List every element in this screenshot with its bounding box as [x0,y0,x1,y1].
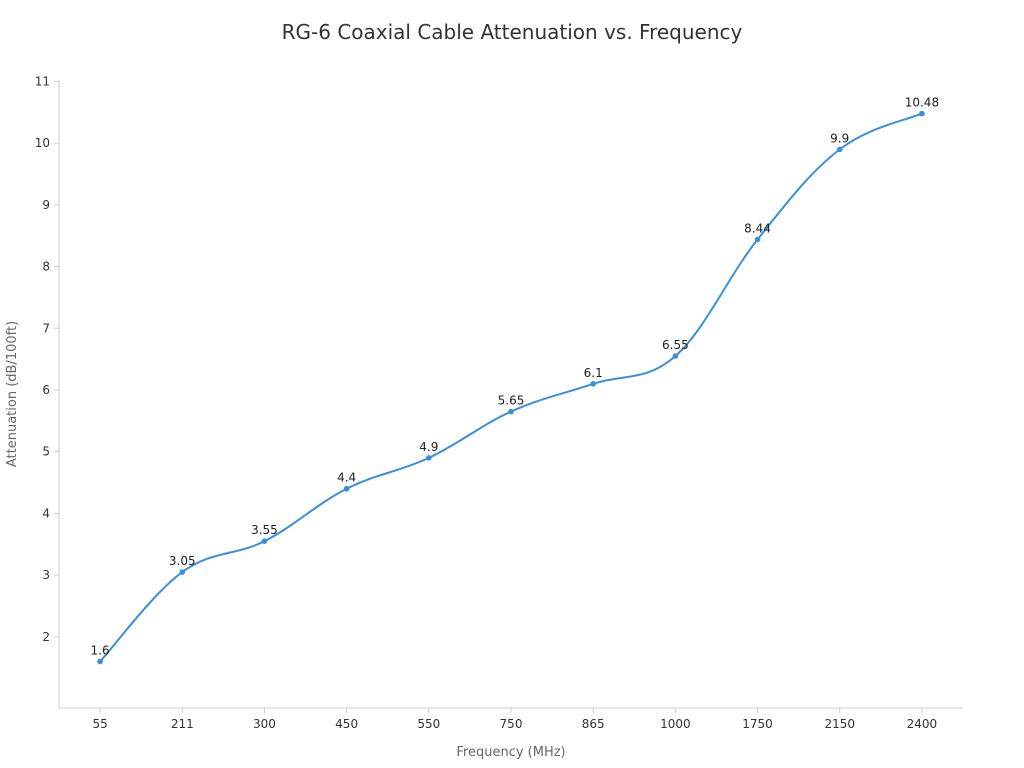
data-label: 5.65 [498,394,525,408]
data-point [261,538,268,544]
y-tick-label: 6 [42,383,50,397]
x-axis-ticks: 55 211 300 450 550 750 865 1000 1750 2150 2400 [92,708,937,731]
data-label: 10.48 [905,96,939,110]
x-axis-title: Frequency (MHz) [456,745,565,760]
data-point [179,569,186,575]
y-axis-ticks: 2 3 4 5 6 7 8 9 10 11 [35,75,59,644]
x-tick-label: 211 [171,717,194,731]
data-point [919,110,925,117]
y-tick-label: 3 [42,568,50,582]
x-tick-label: 450 [335,717,358,731]
data-labels: 1.6 3.05 3.55 4.4 4.9 5.65 6.1 6.55 8.44 9.9 10.48 [91,96,940,658]
y-tick-label: 4 [42,506,50,520]
data-point [836,146,843,153]
y-axis-title: Attenuation (dB/100ft) [5,321,20,467]
data-point [590,381,596,387]
y-tick-label: 2 [42,630,50,644]
data-label: 9.9 [830,131,849,145]
series-line [99,112,923,663]
data-point [672,353,679,359]
data-label: 6.55 [662,338,689,352]
x-tick-label: 1000 [660,717,691,731]
y-tick-label: 9 [42,198,50,212]
data-label: 6.1 [584,366,603,380]
data-point [754,236,761,243]
data-point [508,408,514,415]
data-point [426,455,432,461]
x-tick-label: 300 [253,717,276,731]
y-tick-label: 10 [35,136,50,150]
data-label: 3.05 [169,554,196,568]
x-tick-label: 550 [417,717,440,731]
x-tick-label: 1750 [742,717,773,731]
data-point [97,658,103,665]
data-label: 1.6 [91,644,110,658]
data-points [97,110,925,665]
x-tick-label: 55 [92,717,107,731]
data-label: 3.55 [251,523,278,537]
data-label: 8.44 [744,221,771,235]
data-point [343,485,350,492]
y-tick-label: 5 [42,445,50,459]
y-tick-label: 8 [42,260,50,274]
x-tick-label: 2400 [907,717,938,731]
y-tick-label: 11 [35,75,50,89]
x-tick-label: 2150 [824,717,855,731]
data-label: 4.9 [419,440,438,454]
x-tick-label: 750 [500,717,523,731]
x-tick-label: 865 [582,717,605,731]
chart-title: RG-6 Coaxial Cable Attenuation vs. Frequ… [281,20,743,44]
y-tick-label: 7 [42,321,50,335]
data-label: 4.4 [337,471,356,485]
